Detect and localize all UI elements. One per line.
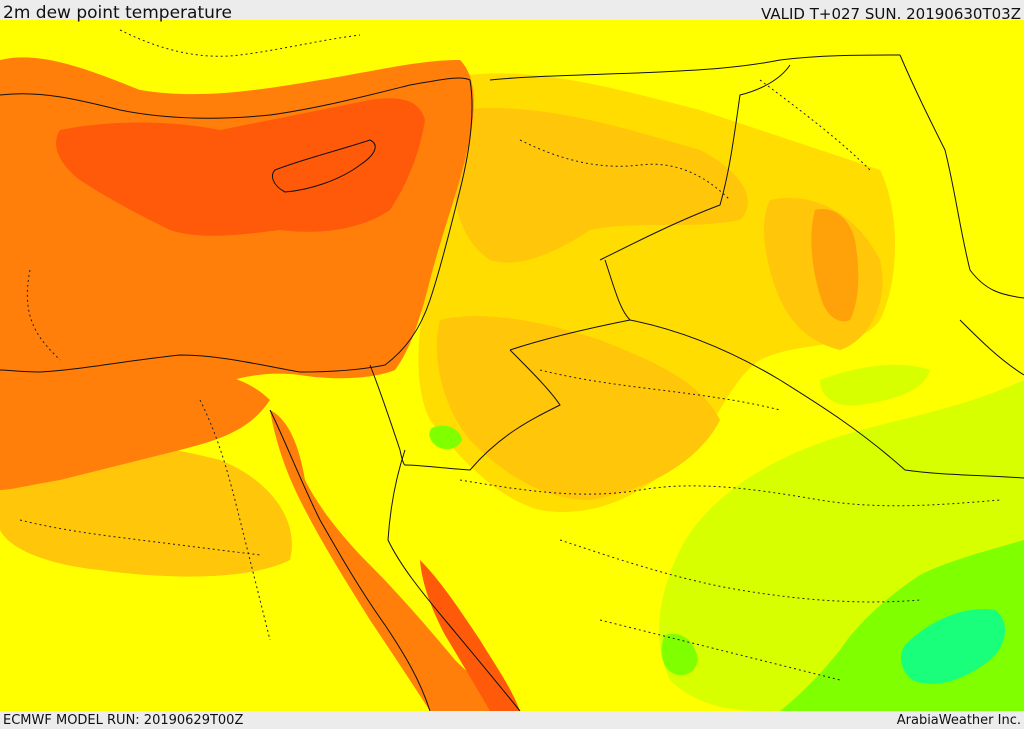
field-orange-gulf <box>811 209 859 322</box>
gulf-coast <box>959 319 1024 376</box>
field-aqua-green <box>900 609 1006 684</box>
credit-label: ArabiaWeather Inc. <box>896 713 1021 728</box>
field-green-jordan <box>429 425 462 450</box>
coast-egypt <box>0 354 301 373</box>
cyprus-outline <box>272 139 376 193</box>
header-bar <box>0 0 1024 20</box>
footer-bar <box>0 711 1024 729</box>
valid-time: VALID T+027 SUN. 20190630T03Z <box>761 5 1021 23</box>
map-title: 2m dew point temperature <box>3 3 232 23</box>
field-orange-redsea <box>270 410 520 711</box>
field-orange-egypt <box>0 354 270 490</box>
border-jordan-saudi <box>509 319 631 351</box>
dew-point-map <box>0 20 1024 711</box>
country-borders <box>0 54 1024 711</box>
border-jordan-south <box>404 349 561 471</box>
border-iran-iraq <box>899 54 1024 299</box>
border-egypt-israel <box>369 364 406 466</box>
province-borders <box>19 29 1001 681</box>
coast-sinai-east <box>387 449 521 711</box>
model-run: ECMWF MODEL RUN: 20190629T00Z <box>3 713 244 728</box>
field-deep-orange-redsea <box>420 560 520 711</box>
coast-north-mediterranean <box>0 77 471 119</box>
coast-levant <box>299 79 473 373</box>
field-deep-orange-sea <box>56 98 425 236</box>
border-iraq-saudi <box>604 259 1024 479</box>
border-iraq-syria <box>599 64 791 261</box>
field-amber-jordan <box>436 316 720 500</box>
field-yellow-green-band <box>820 364 930 406</box>
coast-sinai-west <box>269 409 431 711</box>
field-green-patch <box>661 633 698 676</box>
border-syria-turkey <box>489 54 901 81</box>
